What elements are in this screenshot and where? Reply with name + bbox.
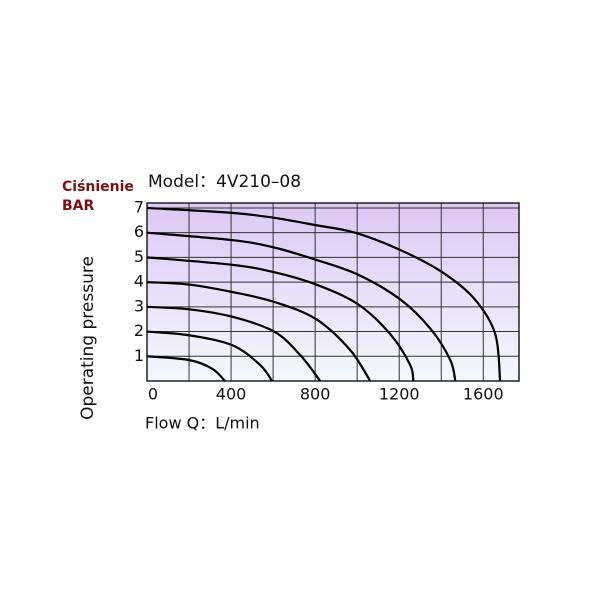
flow-curve (146, 355, 226, 382)
x-tick-label: 800 (300, 385, 331, 404)
y-tick-label: 3 (134, 296, 144, 315)
annotation: BAR (62, 198, 95, 214)
flow-curve (146, 231, 457, 382)
y-tick-label: 1 (134, 346, 144, 365)
plot-frame (146, 202, 520, 382)
chart-title: Model：4V210–08 (148, 172, 301, 192)
annotation: Ciśnienie (62, 179, 134, 195)
flow-curve (146, 281, 372, 382)
y-axis-label: Operating pressure (78, 256, 98, 420)
y-tick-label: 7 (134, 197, 144, 216)
y-tick-label: 2 (134, 321, 144, 340)
y-tick-label: 6 (134, 222, 144, 241)
x-tick-label: 0 (148, 385, 158, 404)
flow-curve (146, 206, 502, 382)
x-tick-label: 1600 (463, 385, 504, 404)
y-tick-label: 5 (134, 247, 144, 266)
flow-curve (146, 256, 415, 382)
x-axis-label: Flow Q：L/min (145, 414, 260, 433)
x-tick-label: 400 (216, 385, 247, 404)
flow-curve (146, 330, 273, 382)
x-tick-label: 1200 (379, 385, 420, 404)
flow-curve (146, 305, 322, 382)
y-tick-label: 4 (134, 272, 144, 291)
